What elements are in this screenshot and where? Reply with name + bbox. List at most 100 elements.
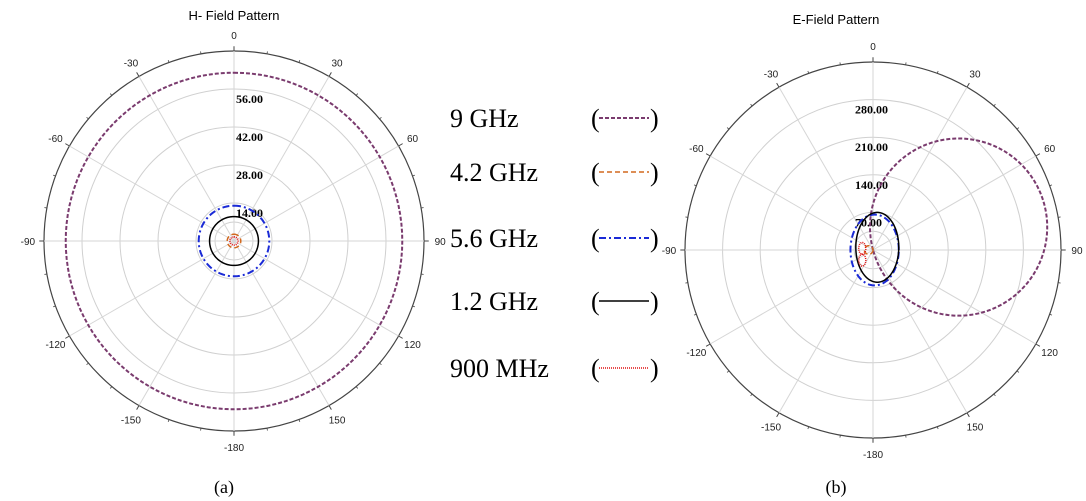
angle-tick-label: 0 <box>870 42 876 53</box>
minor-tick <box>936 70 939 74</box>
minor-tick <box>993 103 996 107</box>
h-field-polar-chart: H- Field Pattern 0 30 60 90 120 150 -180 -150 -1… <box>21 8 447 498</box>
radial-tick-label: 56.00 <box>236 92 263 106</box>
h-field-series <box>64 71 404 411</box>
legend-paren-close: ) <box>650 354 659 383</box>
angle-tick <box>966 82 970 88</box>
minor-tick <box>167 60 170 63</box>
series-trace <box>857 241 867 267</box>
grid-spoke <box>778 86 874 251</box>
angle-tick <box>966 412 970 418</box>
angle-tick-label: -120 <box>686 348 706 359</box>
angle-tick-label: -30 <box>124 58 139 69</box>
legend: 9 GHz () 4.2 GHz () 5.6 GHz () 1.2 GHz () 900 MH… <box>450 104 659 383</box>
angle-tick-label: -180 <box>224 443 244 454</box>
series-trace <box>855 211 900 283</box>
legend-paren-close: ) <box>650 224 659 253</box>
legend-paren-close: ) <box>650 158 659 187</box>
angle-tick <box>1035 343 1041 347</box>
minor-tick <box>726 127 730 130</box>
minor-tick <box>298 419 301 422</box>
angle-tick-label: 120 <box>1041 348 1058 359</box>
minor-tick <box>936 426 939 430</box>
legend-label: 1.2 GHz <box>450 287 538 316</box>
e-field-series <box>849 137 1049 317</box>
minor-tick <box>355 386 359 389</box>
angle-tick-label: 90 <box>435 237 447 248</box>
minor-tick <box>412 305 415 308</box>
angle-tick <box>65 335 70 339</box>
grid-spoke <box>69 240 235 337</box>
angle-tick-label: 60 <box>407 134 419 145</box>
grid-spoke <box>778 249 874 414</box>
grid-spoke <box>872 86 968 251</box>
series-trace <box>868 137 1049 317</box>
minor-tick <box>726 370 730 373</box>
grid-spoke <box>69 145 235 242</box>
grid-spoke <box>709 155 874 251</box>
minor-tick <box>53 305 56 308</box>
radial-tick-label: 42.00 <box>236 130 263 144</box>
minor-tick <box>109 386 113 389</box>
angle-tick <box>705 153 711 157</box>
grid-spoke <box>233 240 399 337</box>
grid-spoke <box>872 155 1037 251</box>
legend-paren-open: ( <box>591 287 600 316</box>
series-trace <box>197 204 271 278</box>
angle-tick <box>398 335 403 339</box>
radial-tick-label: 280.00 <box>855 103 888 117</box>
angle-tick-label: 120 <box>404 340 421 351</box>
minor-tick <box>1049 313 1053 316</box>
minor-tick <box>379 362 382 366</box>
angle-tick <box>398 143 403 147</box>
minor-tick <box>412 174 415 177</box>
angle-tick <box>328 405 332 410</box>
angle-tick <box>136 72 140 77</box>
grid-spoke <box>233 240 330 406</box>
grid-spoke <box>138 76 235 242</box>
angle-tick-label: -90 <box>21 237 36 248</box>
h-field-title: H- Field Pattern <box>188 8 279 23</box>
angle-tick-label: 0 <box>231 31 237 42</box>
series-trace <box>226 233 242 249</box>
angle-tick <box>776 82 780 88</box>
angle-tick <box>776 412 780 418</box>
angle-tick-label: 150 <box>329 416 346 427</box>
radial-tick-label: 210.00 <box>855 140 888 154</box>
caption-a: (a) <box>214 477 234 498</box>
series-trace <box>229 236 239 246</box>
angle-tick-label: -30 <box>764 69 779 80</box>
minor-tick <box>807 70 810 74</box>
minor-tick <box>807 426 810 430</box>
caption-b: (b) <box>826 477 847 498</box>
minor-tick <box>298 60 301 63</box>
legend-paren-close: ) <box>650 104 659 133</box>
legend-paren-close: ) <box>650 287 659 316</box>
minor-tick <box>750 393 753 397</box>
minor-tick <box>53 174 56 177</box>
minor-tick <box>1049 184 1053 187</box>
series-trace <box>208 215 260 267</box>
angle-tick-label: -150 <box>121 416 141 427</box>
h-field-grid: 0 30 60 90 120 150 -180 -150 -120 -90 -60 -30 56.00 4… <box>21 31 447 454</box>
grid-spoke <box>233 145 399 242</box>
grid-spoke <box>233 76 330 242</box>
e-field-title: E-Field Pattern <box>793 12 880 27</box>
series-trace <box>863 244 874 256</box>
grid-spoke <box>709 249 874 345</box>
radial-tick-label: 28.00 <box>236 168 263 182</box>
legend-label: 5.6 GHz <box>450 224 538 253</box>
angle-tick <box>1035 153 1041 157</box>
angle-tick <box>705 343 711 347</box>
minor-tick <box>1016 127 1020 130</box>
series-trace <box>849 213 900 287</box>
e-field-polar-chart: E-Field Pattern 0 30 60 90 120 150 -180 -150 -12… <box>662 12 1083 498</box>
grid-spoke <box>138 240 235 406</box>
minor-tick <box>993 393 996 397</box>
legend-label: 4.2 GHz <box>450 158 538 187</box>
minor-tick <box>167 419 170 422</box>
legend-paren-open: ( <box>591 224 600 253</box>
legend-label: 9 GHz <box>450 104 519 133</box>
grid-spoke <box>872 249 1037 345</box>
